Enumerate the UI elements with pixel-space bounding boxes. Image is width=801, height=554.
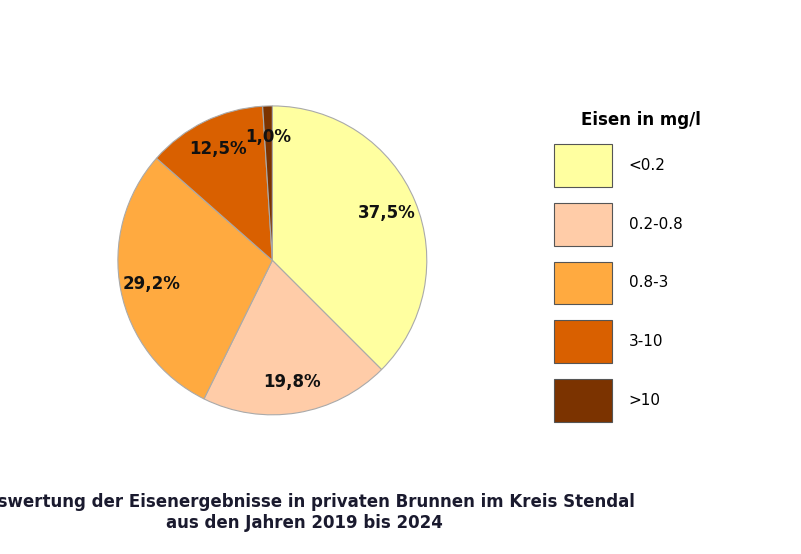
Wedge shape <box>156 106 272 260</box>
Text: 37,5%: 37,5% <box>357 204 416 222</box>
Text: Eisen in mg/l: Eisen in mg/l <box>581 111 701 129</box>
Text: 0.2-0.8: 0.2-0.8 <box>629 217 682 232</box>
Text: 12,5%: 12,5% <box>189 140 247 158</box>
Text: 1,0%: 1,0% <box>245 128 292 146</box>
Text: <0.2: <0.2 <box>629 158 666 173</box>
Wedge shape <box>118 158 272 399</box>
Text: >10: >10 <box>629 393 661 408</box>
Wedge shape <box>263 106 272 260</box>
FancyBboxPatch shape <box>554 379 612 422</box>
Text: 29,2%: 29,2% <box>123 275 180 293</box>
Text: Auswertung der Eisenergebnisse in privaten Brunnen im Kreis Stendal
aus den Jahr: Auswertung der Eisenergebnisse in privat… <box>0 493 635 532</box>
Text: 0.8-3: 0.8-3 <box>629 275 668 290</box>
Text: 19,8%: 19,8% <box>264 373 321 391</box>
Wedge shape <box>204 260 381 415</box>
FancyBboxPatch shape <box>554 261 612 304</box>
Text: 3-10: 3-10 <box>629 334 663 349</box>
FancyBboxPatch shape <box>554 203 612 245</box>
FancyBboxPatch shape <box>554 144 612 187</box>
Wedge shape <box>272 106 427 370</box>
FancyBboxPatch shape <box>554 320 612 363</box>
